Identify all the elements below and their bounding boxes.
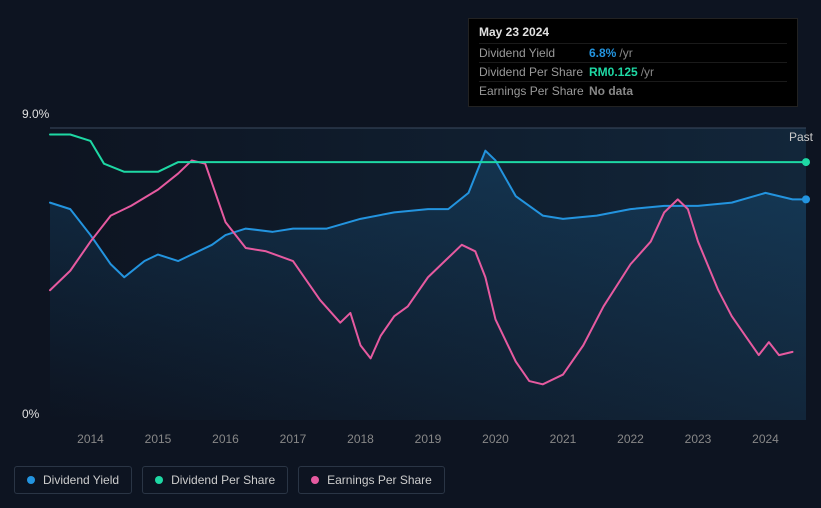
y-axis-max-label: 9.0%: [22, 107, 49, 121]
legend-label: Dividend Per Share: [171, 473, 275, 487]
x-tick-label: 2015: [145, 432, 172, 446]
x-tick-label: 2019: [415, 432, 442, 446]
x-tick-label: 2023: [685, 432, 712, 446]
x-tick-label: 2014: [77, 432, 104, 446]
legend-dot-icon: [155, 476, 163, 484]
x-tick-label: 2017: [280, 432, 307, 446]
legend-earnings-per-share[interactable]: Earnings Per Share: [298, 466, 445, 494]
x-tick-label: 2016: [212, 432, 239, 446]
legend-label: Earnings Per Share: [327, 473, 432, 487]
chart-svg: [14, 0, 821, 450]
y-axis-min-label: 0%: [22, 407, 39, 421]
chart-legend: Dividend Yield Dividend Per Share Earnings…: [14, 466, 445, 494]
legend-dividend-yield[interactable]: Dividend Yield: [14, 466, 132, 494]
past-label: Past: [789, 130, 813, 144]
legend-dot-icon: [311, 476, 319, 484]
x-tick-label: 2020: [482, 432, 509, 446]
x-tick-label: 2022: [617, 432, 644, 446]
dividend-chart[interactable]: 9.0% 0% Past 2014 2015 2016 2017 2018 2019 202…: [14, 0, 821, 450]
dividend-per-share-end-marker: [802, 158, 810, 166]
dividend-yield-end-marker: [802, 195, 810, 203]
legend-dividend-per-share[interactable]: Dividend Per Share: [142, 466, 288, 494]
legend-dot-icon: [27, 476, 35, 484]
x-tick-label: 2024: [752, 432, 779, 446]
x-tick-label: 2018: [347, 432, 374, 446]
x-tick-label: 2021: [550, 432, 577, 446]
legend-label: Dividend Yield: [43, 473, 119, 487]
